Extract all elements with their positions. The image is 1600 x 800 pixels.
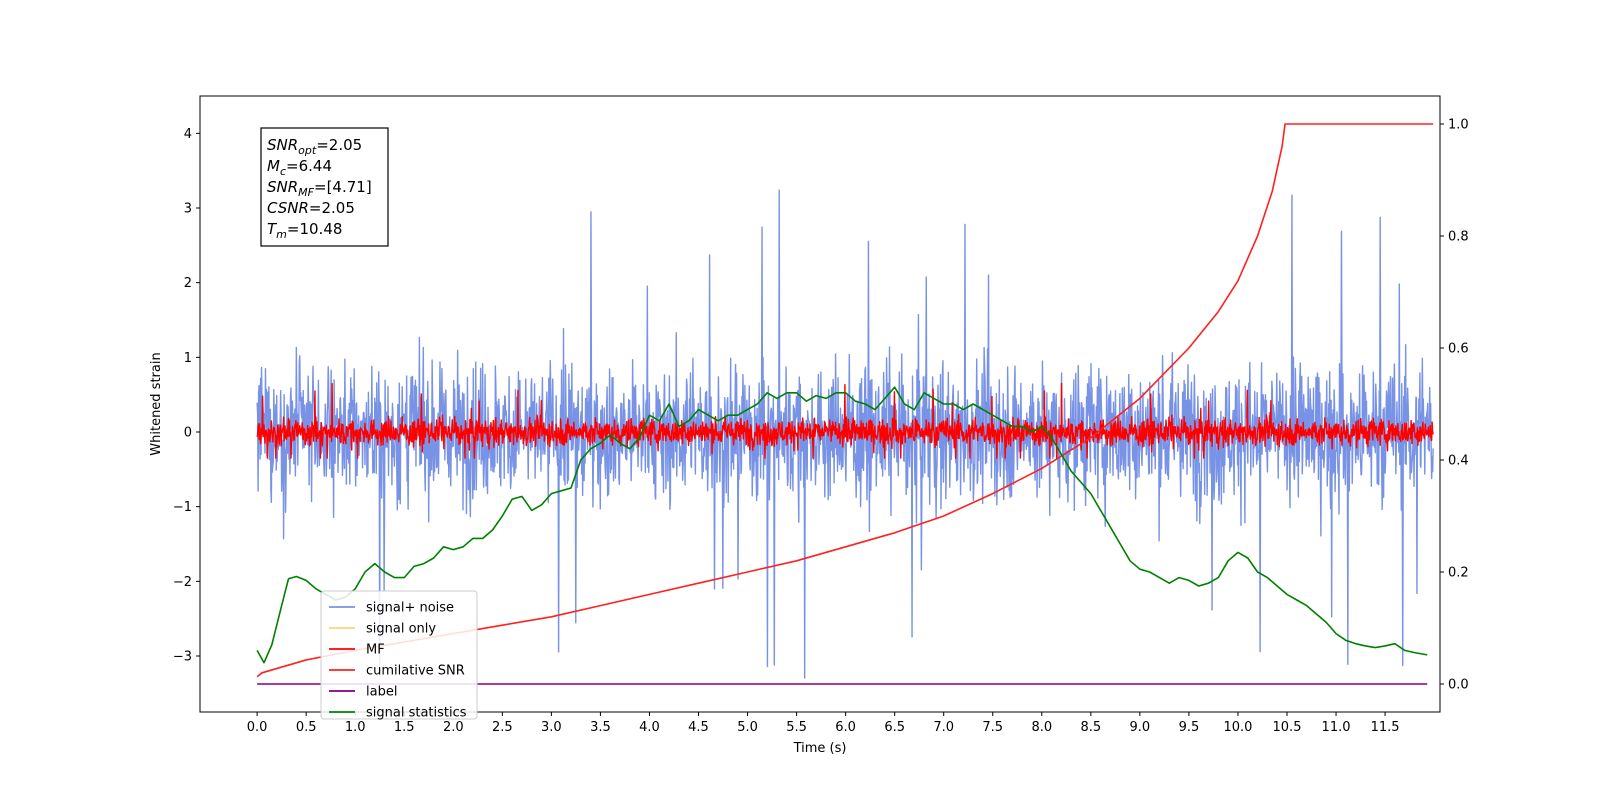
y-axis-left: −3 −2 −1 0 1 2 3 4 <box>173 127 200 665</box>
x-tick-label: 10.5 <box>1273 720 1302 735</box>
x-tick-label: 6.0 <box>835 720 856 735</box>
y-left-tick-label: 4 <box>184 127 192 142</box>
x-tick-label: 5.5 <box>786 720 807 735</box>
y-axis-right: 0.0 0.2 0.4 0.6 0.8 1.0 <box>1440 118 1469 693</box>
x-tick-label: 3.0 <box>541 720 562 735</box>
y-left-tick-label: −1 <box>173 500 192 515</box>
annotation-line: Mc=6.44 <box>267 157 332 178</box>
x-tick-label: 9.5 <box>1179 720 1200 735</box>
y-right-tick-label: 1.0 <box>1448 118 1469 133</box>
annotation-line: CSNR=2.05 <box>267 199 355 217</box>
x-tick-label: 6.5 <box>884 720 905 735</box>
y-left-tick-label: 3 <box>184 202 192 217</box>
x-tick-label: 7.0 <box>933 720 954 735</box>
legend: signal+ noise signal only MF cumilative SNR… <box>320 590 478 721</box>
series-line-signal-noise <box>256 189 1434 679</box>
annotation-line: SNRopt=2.05 <box>267 136 362 157</box>
x-tick-label: 8.0 <box>1031 720 1052 735</box>
series-line-mf <box>256 382 1434 459</box>
x-tick-label: 10.0 <box>1223 720 1252 735</box>
plot-frame <box>199 95 1441 713</box>
x-tick-label: 8.5 <box>1080 720 1101 735</box>
x-tick-label: 3.5 <box>590 720 611 735</box>
x-tick-label: 1.5 <box>394 720 415 735</box>
legend-label-signal-noise: signal+ noise <box>366 601 454 616</box>
y-right-tick-label: 0.2 <box>1448 566 1469 581</box>
legend-label-mf: MF <box>366 643 385 658</box>
y-left-tick-label: 1 <box>184 351 192 366</box>
y-right-tick-label: 0.6 <box>1448 342 1469 357</box>
annotation-line: SNRMF=[4.71] <box>267 178 372 199</box>
x-tick-label: 0.5 <box>296 720 317 735</box>
y-right-tick-label: 0.4 <box>1448 454 1469 469</box>
x-tick-label: 0.0 <box>247 720 268 735</box>
legend-label-signal-only: signal only <box>366 622 436 637</box>
x-tick-label: 9.0 <box>1130 720 1151 735</box>
legend-frame <box>320 590 478 720</box>
y-right-tick-label: 0.8 <box>1448 230 1469 245</box>
y-left-tick-label: −2 <box>173 575 192 590</box>
x-tick-label: 1.0 <box>345 720 366 735</box>
x-axis-label: Time (s) <box>793 741 847 756</box>
y-axis-label: Whitened strain <box>149 352 164 455</box>
legend-label-signal-statistics: signal statistics <box>366 706 467 721</box>
y-left-tick-label: −3 <box>173 650 192 665</box>
x-tick-label: 11.0 <box>1322 720 1351 735</box>
x-tick-label: 4.5 <box>688 720 709 735</box>
x-tick-label: 7.5 <box>982 720 1003 735</box>
legend-label-label: label <box>366 685 397 700</box>
y-right-tick-label: 0.0 <box>1448 678 1469 693</box>
x-tick-label: 4.0 <box>639 720 660 735</box>
x-axis: 0.0 0.5 1.0 1.5 2.0 2.5 3.0 3.5 4.0 4.5 5.0 5.5 6.0 6… <box>247 712 1400 735</box>
x-tick-label: 2.0 <box>443 720 464 735</box>
annotation-line: Tm=10.48 <box>267 220 342 241</box>
annotation-frame <box>260 127 389 247</box>
x-tick-label: 5.0 <box>737 720 758 735</box>
x-tick-label: 11.5 <box>1371 720 1400 735</box>
x-tick-label: 2.5 <box>492 720 513 735</box>
legend-label-cumilative-snr: cumilative SNR <box>366 664 465 679</box>
series-line-signal-statistics <box>256 386 1428 664</box>
y-left-tick-label: 2 <box>184 276 192 291</box>
y-left-tick-label: 0 <box>184 426 192 441</box>
